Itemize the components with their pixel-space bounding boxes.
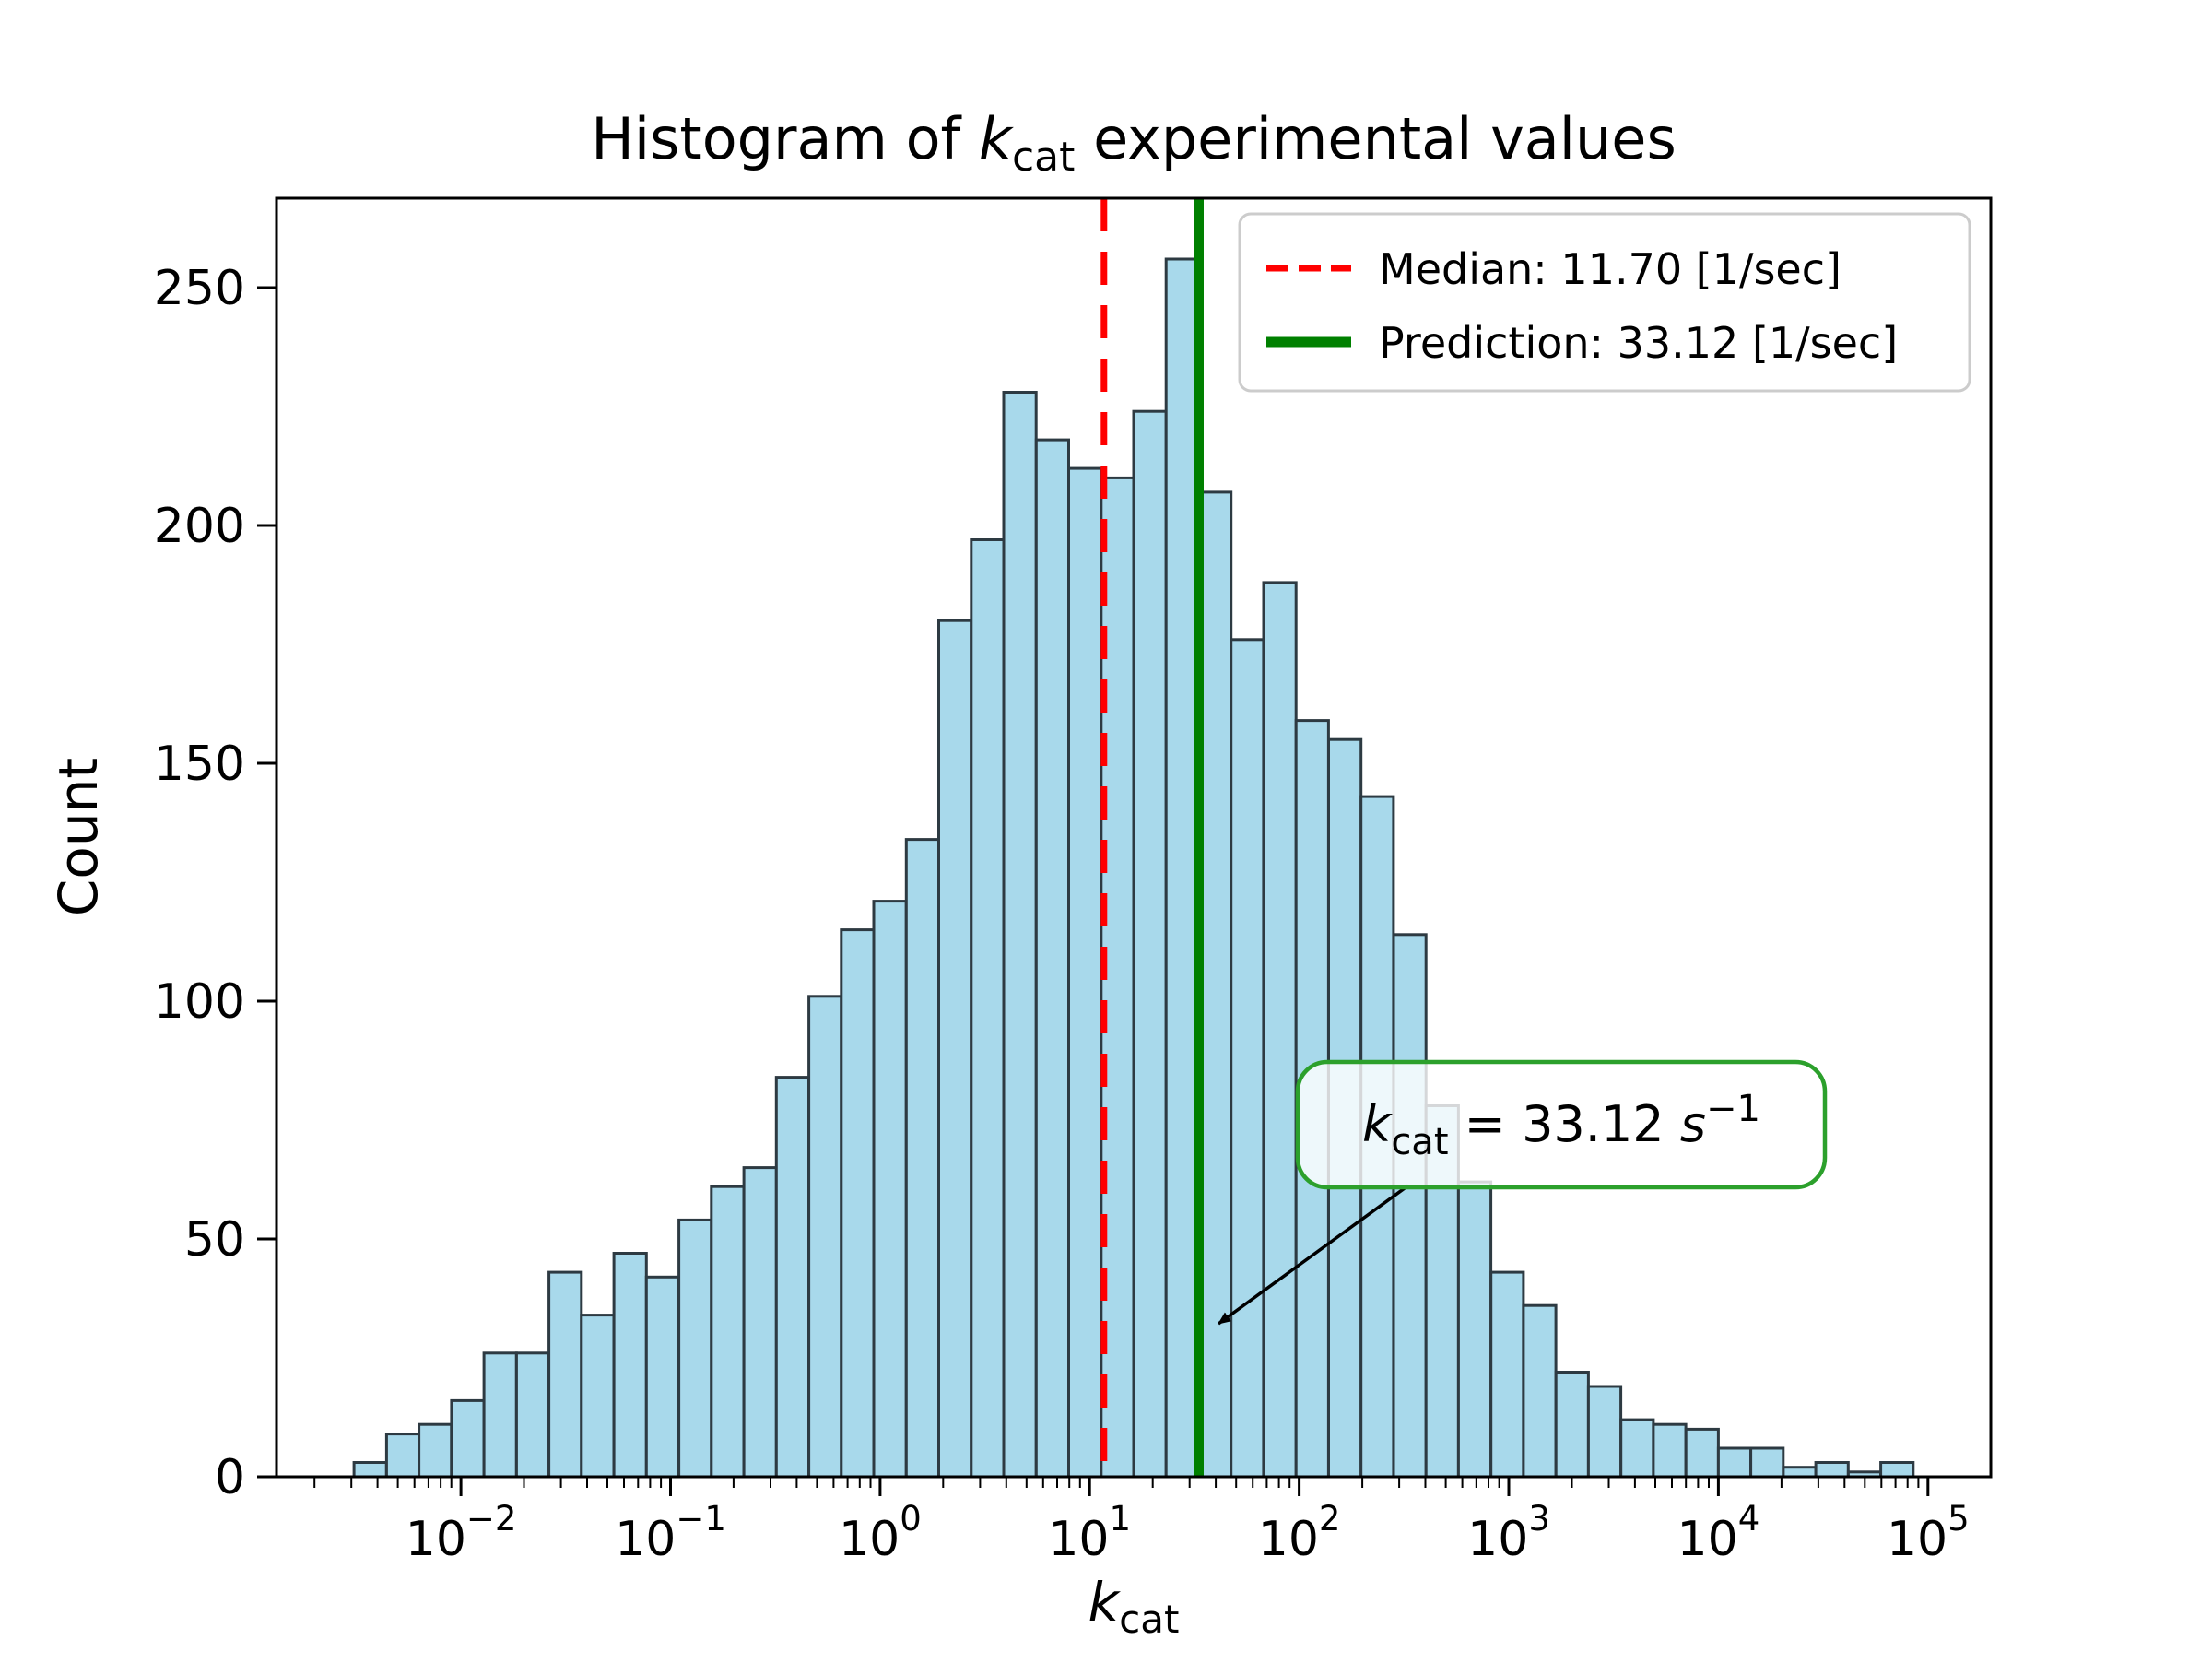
histogram-bar — [1554, 1371, 1590, 1479]
histogram-bar — [1782, 1466, 1818, 1479]
histogram-bar — [774, 1076, 810, 1479]
histogram-bar — [547, 1270, 583, 1479]
histogram-bar — [710, 1185, 746, 1479]
y-tick-label: 50 — [184, 1212, 245, 1268]
histogram-bar — [1619, 1418, 1655, 1479]
histogram-bar — [1067, 466, 1103, 1479]
title-suffix: experimental values — [1075, 105, 1676, 172]
histogram-bars — [352, 257, 1915, 1479]
histogram-bar — [677, 1218, 713, 1479]
histogram-bar — [1230, 638, 1265, 1479]
x-tick-label: 101 — [1048, 1499, 1131, 1567]
y-tick-label: 150 — [154, 737, 245, 792]
histogram-bar — [937, 619, 973, 1479]
histogram-bar — [418, 1422, 453, 1479]
legend-median-label: Median: 11.70 [1/sec] — [1379, 244, 1841, 294]
annotation-mid: = 33.12 — [1449, 1095, 1680, 1153]
y-tick-label: 100 — [154, 974, 245, 1030]
annotation-k-subscript: cat — [1391, 1121, 1448, 1163]
histogram-bar — [644, 1275, 680, 1479]
histogram-bar — [807, 995, 843, 1479]
title-k: k — [979, 105, 1014, 172]
axes-spines — [275, 196, 1993, 1479]
y-axis-label: Count — [47, 758, 110, 916]
histogram-bar — [450, 1398, 486, 1479]
histogram-bar — [1262, 581, 1298, 1479]
annotation-text: kcat = 33.12 s−1 — [1362, 1088, 1760, 1163]
annotation-superscript: −1 — [1706, 1088, 1760, 1130]
histogram-bar — [580, 1314, 616, 1479]
legend: Median: 11.70 [1/sec] Prediction: 33.12 … — [1238, 212, 1971, 393]
histogram-bar — [384, 1433, 421, 1479]
histogram-bar — [1489, 1270, 1525, 1479]
histogram-bar — [1684, 1427, 1720, 1479]
histogram-bar — [612, 1252, 648, 1479]
histogram-bar — [1522, 1303, 1558, 1479]
histogram-bar — [1456, 1180, 1493, 1479]
histogram-bar — [1586, 1385, 1623, 1479]
annotation-s: s — [1680, 1095, 1706, 1153]
x-tick-label: 104 — [1677, 1499, 1760, 1567]
histogram-bar — [1034, 438, 1071, 1479]
legend-prediction-label: Prediction: 33.12 [1/sec] — [1379, 318, 1898, 368]
histogram-bar — [1814, 1461, 1850, 1479]
histogram-bar — [1652, 1422, 1688, 1479]
histogram-bar — [352, 1461, 388, 1479]
x-tick-label: 10−2 — [406, 1499, 517, 1567]
histogram-bar — [872, 900, 908, 1479]
xlabel-k: k — [1088, 1571, 1122, 1634]
histogram-bar — [1392, 933, 1428, 1479]
y-tick-label: 200 — [154, 499, 245, 554]
histogram-bar — [840, 928, 876, 1479]
histogram-bar — [1132, 409, 1168, 1479]
chart-title: Histogram of kcat experimental values — [591, 105, 1677, 181]
axis-ticks: 10−2 10−1 100 101 102 103 104 105 0 50 100 150 200 25… — [154, 261, 1970, 1567]
title-k-subscript: cat — [1012, 134, 1075, 181]
x-axis-label: kcat — [1088, 1571, 1180, 1642]
histogram-bar — [482, 1351, 518, 1479]
histogram-bar — [1879, 1461, 1915, 1479]
annotation-callout: kcat = 33.12 s−1 — [1217, 1059, 1828, 1326]
x-tick-label: 102 — [1258, 1499, 1341, 1567]
histogram-bar — [970, 538, 1006, 1479]
annotation-k: k — [1362, 1095, 1394, 1153]
histogram-bar — [1749, 1446, 1785, 1479]
legend-box — [1238, 212, 1971, 393]
reference-lines — [1100, 198, 1204, 1477]
xlabel-k-subscript: cat — [1119, 1597, 1179, 1642]
histogram-bar — [1002, 391, 1038, 1479]
x-tick-label: 103 — [1467, 1499, 1550, 1567]
x-tick-label: 10−1 — [615, 1499, 726, 1567]
histogram-bar — [514, 1351, 551, 1479]
y-tick-label: 0 — [215, 1450, 245, 1505]
annotation-arrow — [1217, 1184, 1410, 1326]
histogram-bar — [742, 1166, 778, 1479]
histogram-bar — [904, 838, 940, 1479]
x-tick-label: 105 — [1887, 1499, 1970, 1567]
annotation-box — [1295, 1059, 1828, 1190]
title-prefix: Histogram of — [591, 105, 979, 172]
histogram-bar — [1716, 1446, 1753, 1479]
y-tick-label: 250 — [154, 261, 245, 316]
x-tick-label: 100 — [839, 1499, 922, 1567]
